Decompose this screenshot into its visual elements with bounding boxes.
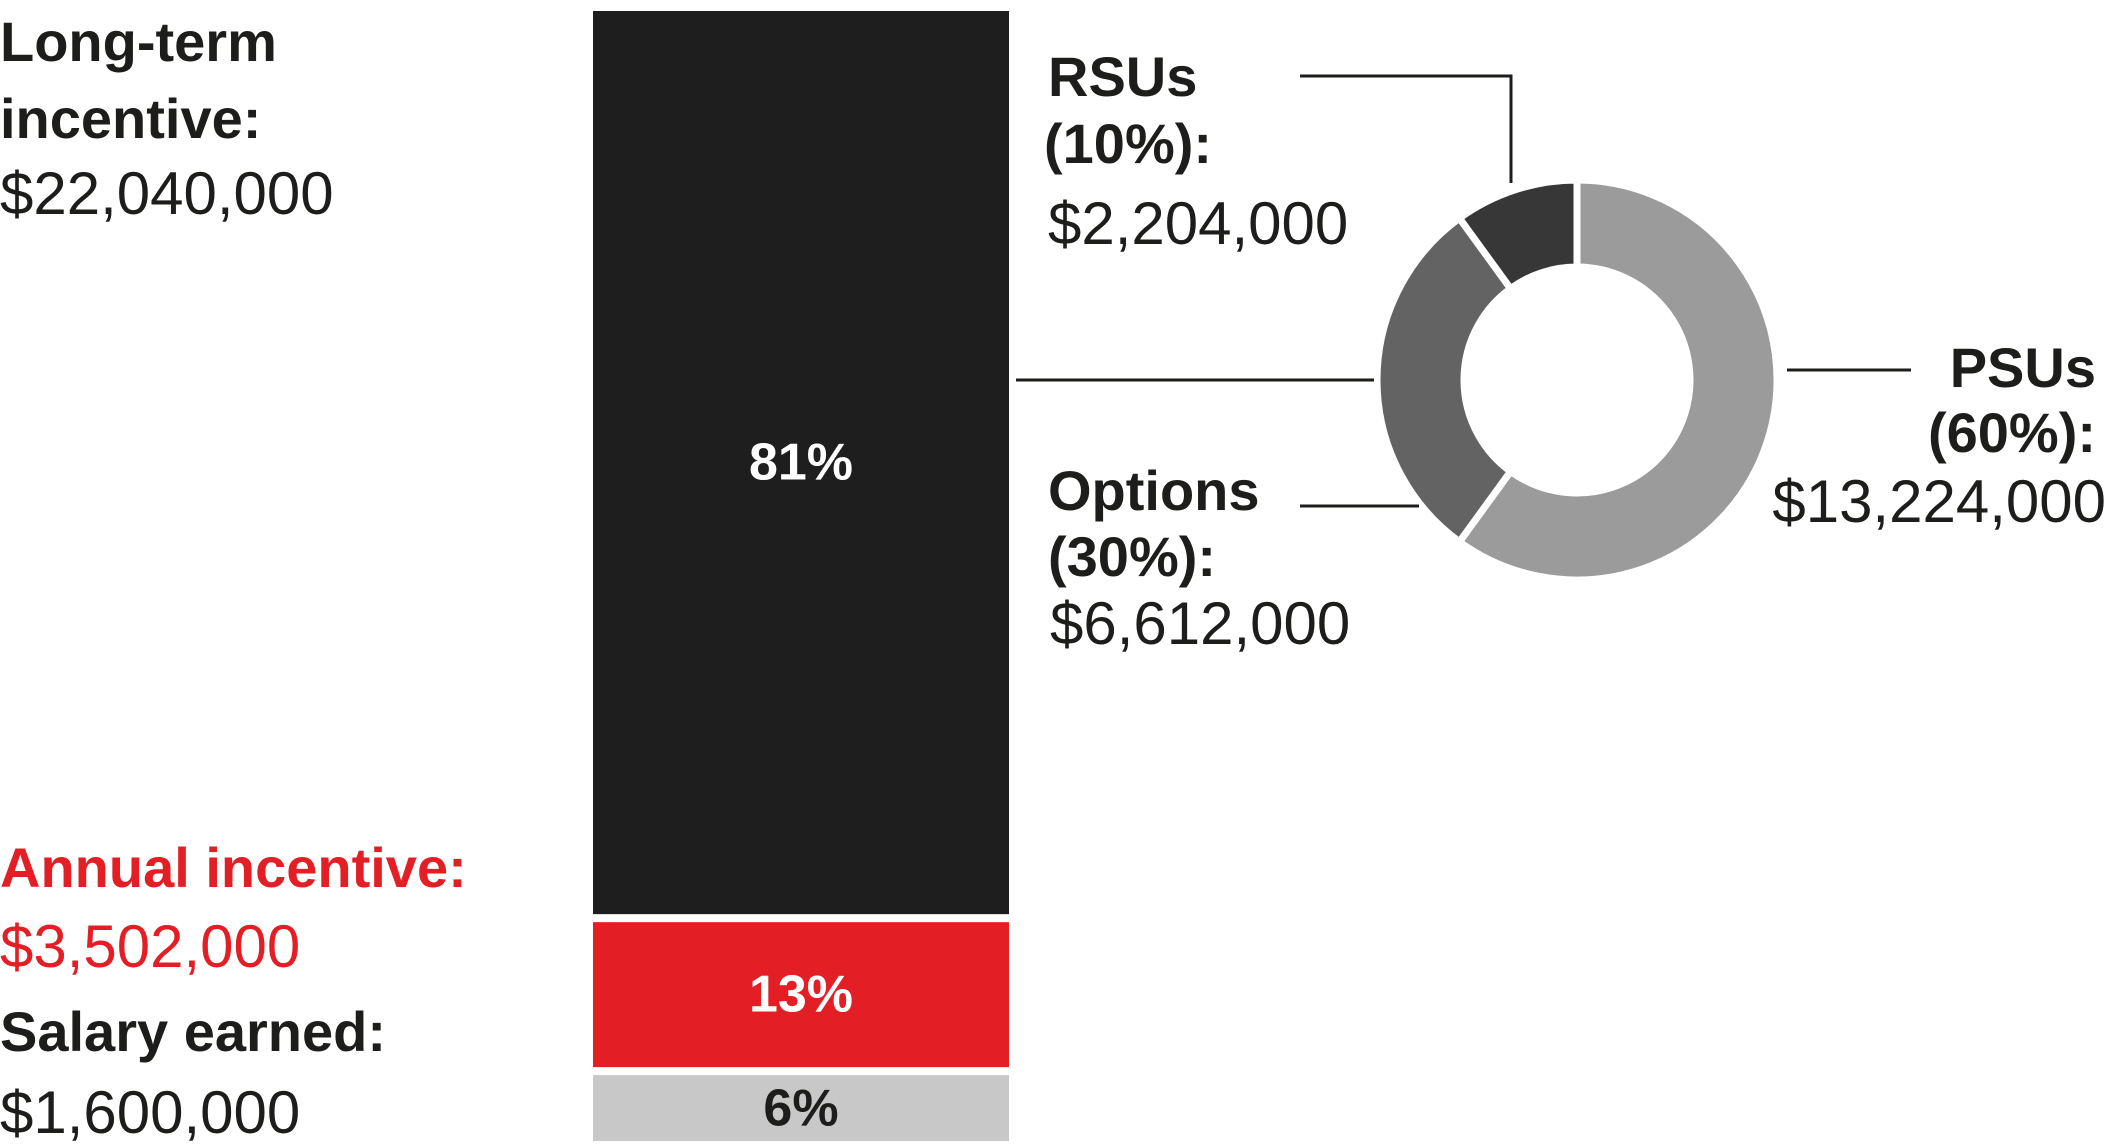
salary-earned-amount: $1,600,000: [0, 1079, 301, 1146]
annual-incentive-title: Annual incentive:: [0, 836, 467, 899]
long-term-title-line2: incentive:: [0, 87, 262, 150]
long-term-title-line1: Long-term: [0, 10, 277, 73]
bar-label-annual-incentive: 13%: [749, 966, 853, 1024]
salary-earned-title: Salary earned:: [0, 1000, 386, 1063]
rsus-amount: $2,204,000: [1048, 190, 1349, 257]
donut-slice-rsus: [1454, 176, 1581, 294]
psus-name: PSUs: [1949, 336, 2096, 399]
bar-segment-annual-incentive: [593, 922, 1009, 1068]
psus-percent: (60%):: [1927, 401, 2096, 464]
options-amount: $6,612,000: [1050, 590, 1351, 657]
donut-slice-options: [1373, 213, 1516, 547]
rsus-percent: (10%):: [1044, 112, 1213, 175]
bar-segment-long-term-incentive: [593, 11, 1009, 915]
psus-amount: $13,224,000: [1772, 468, 2106, 535]
bar-label-salary-earned: 6%: [763, 1080, 838, 1138]
donut-slice-psus: [1454, 176, 1781, 584]
options-name: Options: [1048, 459, 1260, 522]
bar-segment-salary-earned: [593, 1075, 1009, 1141]
rsus-name: RSUs: [1048, 45, 1198, 108]
options-percent: (30%):: [1048, 525, 1217, 588]
bar-label-long-term-incentive: 81%: [749, 434, 853, 492]
long-term-amount: $22,040,000: [0, 160, 334, 227]
leader-line-rsus: [1300, 74, 1513, 183]
annual-incentive-amount: $3,502,000: [0, 913, 301, 980]
